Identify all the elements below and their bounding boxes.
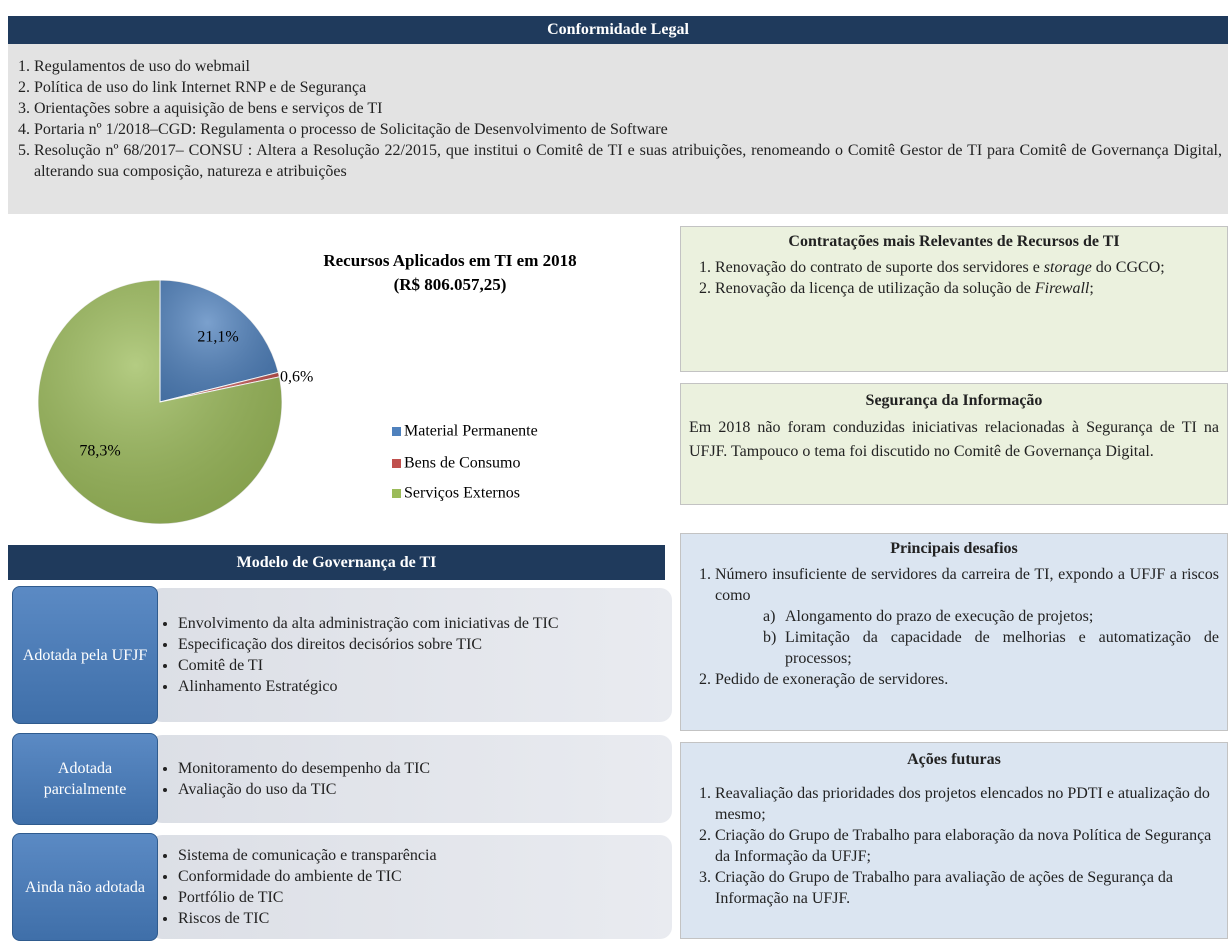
bullet-item: Monitoramento do desempenho da TIC: [178, 758, 430, 779]
sub-marker: a): [763, 608, 776, 625]
box-text: Em 2018 não foram conduzidas iniciativas…: [689, 419, 1219, 460]
desafios-list: Número insuficiente de servidores da car…: [689, 564, 1219, 690]
box-title: Contratações mais Relevantes de Recursos…: [788, 233, 1120, 250]
data-label: 0,6%: [280, 369, 313, 386]
bullet-item: Portfólio de TIC: [178, 887, 437, 908]
section-header: Conformidade Legal: [8, 16, 1228, 44]
box-title: Ações futuras: [907, 751, 1001, 768]
list-item: Pedido de exoneração de servidores.: [715, 669, 1219, 690]
sub-text: Limitação da capacidade de melhorias e a…: [785, 629, 1219, 667]
list-item: Política de uso do link Internet RNP e d…: [34, 77, 1222, 98]
sub-marker: b): [763, 629, 777, 646]
data-label: 21,1%: [197, 329, 238, 346]
legend-swatch: [392, 489, 401, 498]
acoes-list: Reavaliação das prioridades dos projetos…: [689, 783, 1219, 909]
sub-item: a) Alongamento do prazo de execução de pr…: [763, 606, 1219, 627]
legend-label: Material Permanente: [404, 423, 538, 440]
content-box: Envolvimento da alta administração com i…: [150, 588, 672, 722]
list-item: Portaria nº 1/2018–CGD: Regulamenta o pr…: [34, 119, 1222, 140]
seguranca-box: Segurança da Informação Em 2018 não fora…: [680, 383, 1228, 505]
list-item: Renovação do contrato de suporte dos ser…: [715, 257, 1219, 278]
data-label: 78,3%: [79, 443, 120, 460]
legend-swatch: [392, 427, 401, 436]
list-item: Regulamentos de uso do webmail: [34, 56, 1222, 77]
bullet-item: Conformidade do ambiente de TIC: [178, 866, 437, 887]
bullet-item: Avaliação do uso da TIC: [178, 779, 430, 800]
row-label: Adotada parcialmente: [12, 733, 158, 825]
legend-label: Bens de Consumo: [404, 455, 520, 472]
list-item: Renovação da licença de utilização da so…: [715, 278, 1219, 299]
desafios-box: Principais desafios Número insuficiente …: [680, 533, 1228, 731]
text-part: do CGCO;: [1091, 259, 1165, 276]
list-item: Orientações sobre a aquisição de bens e …: [34, 98, 1222, 119]
chart-title: Recursos Aplicados em TI em 2018: [323, 251, 576, 270]
chart-subtitle: (R$ 806.057,25): [394, 275, 507, 294]
content-box: Monitoramento do desempenho da TICAvalia…: [150, 735, 672, 823]
bullet-item: Especificação dos direitos decisórios so…: [178, 634, 558, 655]
bullet-list: Sistema de comunicação e transparênciaCo…: [150, 845, 445, 929]
text-part: Firewall: [1034, 280, 1090, 297]
box-title: Segurança da Informação: [865, 392, 1043, 409]
legal-list: Regulamentos de uso do webmailPolítica d…: [8, 56, 1222, 182]
sub-text: Alongamento do prazo de execução de proj…: [785, 608, 1094, 625]
bullet-list: Envolvimento da alta administração com i…: [150, 613, 566, 697]
bullet-item: Alinhamento Estratégico: [178, 676, 558, 697]
bullet-item: Envolvimento da alta administração com i…: [178, 613, 558, 634]
contratacoes-list: Renovação do contrato de suporte dos ser…: [689, 257, 1219, 299]
text-part: ;: [1089, 280, 1094, 297]
list-item: Criação do Grupo de Trabalho para avalia…: [715, 867, 1219, 909]
row-label: Adotada pela UFJF: [12, 586, 158, 724]
acoes-box: Ações futuras Reavaliação das prioridade…: [680, 742, 1228, 939]
content-box: Sistema de comunicação e transparênciaCo…: [150, 835, 672, 939]
sub-list: a) Alongamento do prazo de execução de pr…: [715, 606, 1219, 669]
bullet-list: Monitoramento do desempenho da TICAvalia…: [150, 758, 438, 800]
list-item: Criação do Grupo de Trabalho para elabor…: [715, 825, 1219, 867]
bullet-item: Riscos de TIC: [178, 908, 437, 929]
box-title: Principais desafios: [890, 540, 1018, 557]
bullet-item: Comitê de TI: [178, 655, 558, 676]
list-item: Número insuficiente de servidores da car…: [715, 564, 1219, 669]
row-label: Ainda não adotada: [12, 833, 158, 941]
legal-box: Regulamentos de uso do webmailPolítica d…: [8, 44, 1228, 214]
item-text: Pedido de exoneração de servidores.: [715, 671, 949, 688]
legend-swatch: [392, 459, 401, 468]
text-part: Renovação do contrato de suporte dos ser…: [715, 259, 1044, 276]
item-text: Número insuficiente de servidores da car…: [715, 566, 1219, 604]
list-item: Resolução nº 68/2017– CONSU : Altera a R…: [34, 140, 1222, 182]
bullet-item: Sistema de comunicação e transparência: [178, 845, 437, 866]
legend-label: Serviços Externos: [404, 485, 520, 502]
text-part: storage: [1043, 259, 1092, 276]
list-item: Reavaliação das prioridades dos projetos…: [715, 783, 1219, 825]
pie-chart: Recursos Aplicados em TI em 2018 (R$ 806…: [37, 251, 577, 525]
contratacoes-box: Contratações mais Relevantes de Recursos…: [680, 226, 1228, 372]
sub-item: b) Limitação da capacidade de melhorias e…: [763, 627, 1219, 669]
section-header: Modelo de Governança de TI: [8, 545, 665, 580]
text-part: Renovação da licença de utilização da so…: [715, 280, 1035, 297]
